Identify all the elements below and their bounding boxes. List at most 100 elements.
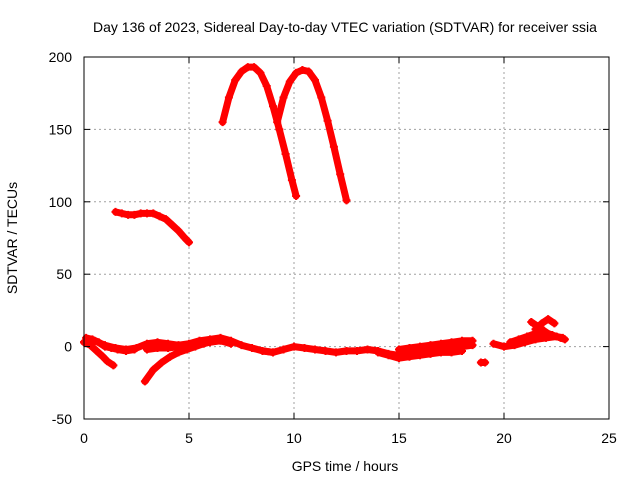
data-point — [437, 339, 445, 348]
series-arc-high-2 — [273, 66, 350, 204]
data-point — [174, 342, 183, 351]
data-point — [447, 338, 456, 347]
chart-title: Day 136 of 2023, Sidereal Day-to-day VTE… — [93, 19, 597, 35]
data-point — [206, 338, 214, 347]
data-point — [395, 354, 403, 363]
data-point — [258, 346, 267, 355]
data-point — [447, 348, 456, 357]
data-point — [256, 68, 265, 77]
data-point — [323, 116, 332, 125]
data-point — [174, 226, 183, 235]
y-tick-labels: -50 0 50 100 150 200 — [49, 49, 73, 427]
data-point — [514, 335, 523, 344]
data-point — [416, 342, 424, 351]
data-point — [300, 344, 309, 353]
data-point — [544, 315, 553, 324]
data-point — [227, 339, 235, 348]
data-point — [237, 341, 246, 350]
data-point — [311, 345, 319, 354]
data-point — [329, 142, 338, 151]
data-point — [130, 210, 139, 219]
data-point — [195, 339, 204, 348]
tick-marks — [83, 56, 610, 420]
data-point — [550, 319, 559, 328]
data-point — [558, 333, 567, 342]
data-point — [527, 317, 536, 326]
data-point — [537, 319, 546, 328]
data-point — [506, 338, 515, 347]
data-point — [164, 344, 172, 353]
data-point — [285, 77, 294, 86]
data-point — [489, 339, 498, 348]
data-point — [237, 67, 246, 76]
data-point — [342, 196, 351, 205]
data-point — [458, 346, 466, 355]
data-point — [109, 361, 118, 370]
y-tick-label: 0 — [64, 339, 72, 355]
x-tick-label: 15 — [391, 430, 407, 446]
data-point — [384, 351, 393, 360]
data-point — [157, 358, 166, 367]
data-point — [287, 176, 296, 185]
data-point — [180, 234, 189, 242]
data-point — [279, 345, 288, 354]
data-point — [298, 66, 307, 75]
data-point — [88, 335, 97, 344]
data-point — [279, 93, 288, 102]
data-point — [113, 345, 122, 354]
data-point — [149, 365, 158, 374]
data-point — [317, 93, 326, 102]
data-point — [405, 352, 414, 361]
data-point — [363, 345, 372, 354]
data-point — [273, 118, 282, 127]
data-point — [292, 68, 301, 77]
data-point — [269, 348, 277, 357]
data-series — [80, 63, 569, 386]
y-axis-label: SDTVAR / TECUs — [4, 182, 20, 294]
data-point — [426, 341, 435, 350]
data-point — [122, 346, 130, 355]
x-tick-labels: 0 5 10 15 20 25 — [80, 430, 617, 446]
data-point — [437, 348, 445, 357]
data-point — [332, 348, 340, 357]
data-point — [155, 212, 164, 221]
data-point — [353, 346, 361, 355]
y-tick-label: -50 — [52, 411, 72, 427]
data-point — [292, 192, 301, 201]
x-axis-label: GPS time / hours — [292, 458, 399, 474]
plot-frame — [83, 56, 610, 420]
data-point — [166, 352, 175, 361]
data-point — [98, 352, 107, 361]
data-point — [290, 342, 298, 351]
x-tick-label: 25 — [601, 430, 617, 446]
data-point — [275, 125, 284, 134]
data-point — [405, 344, 414, 353]
data-point — [140, 377, 149, 386]
data-point — [94, 338, 103, 347]
data-point — [117, 209, 126, 218]
x-tick-label: 0 — [80, 430, 88, 446]
data-point — [111, 207, 120, 216]
data-point — [426, 349, 435, 358]
data-point — [468, 336, 477, 345]
data-point — [103, 357, 112, 366]
data-point — [374, 348, 382, 357]
data-point — [185, 341, 193, 350]
y-tick-label: 150 — [49, 121, 73, 137]
data-point — [248, 344, 256, 353]
y-tick-label: 100 — [49, 194, 73, 210]
x-tick-label: 20 — [496, 430, 512, 446]
data-point — [531, 325, 540, 334]
data-point — [269, 102, 277, 111]
data-point — [416, 351, 424, 360]
data-point — [231, 76, 240, 85]
data-point — [523, 332, 532, 341]
data-point — [304, 67, 313, 76]
data-point — [481, 358, 490, 367]
x-tick-label: 5 — [185, 430, 193, 446]
data-point — [168, 220, 177, 229]
data-point — [500, 342, 508, 351]
data-point — [216, 336, 225, 345]
data-point — [218, 118, 227, 127]
